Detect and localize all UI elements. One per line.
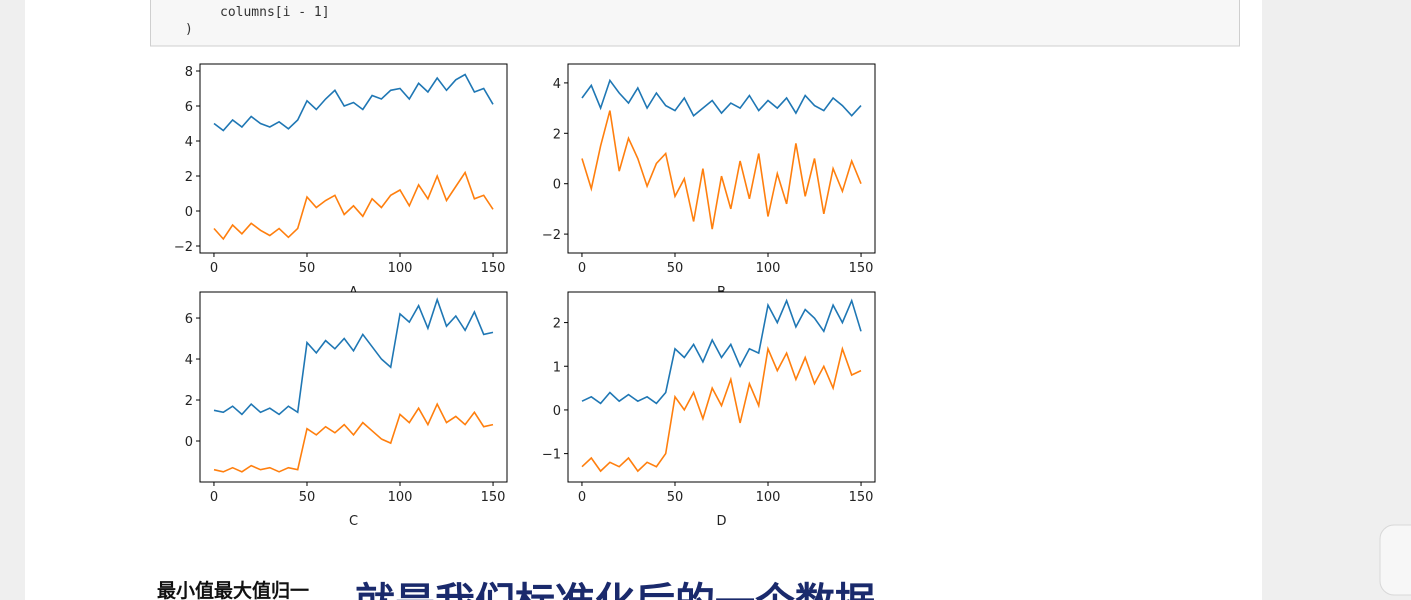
markdown-heading: 最小值最大值归一 xyxy=(157,579,309,600)
series-line xyxy=(581,298,862,405)
video-caption: 就是我们标准化后的一个数据 xyxy=(355,580,875,600)
axes-frame xyxy=(567,291,876,483)
y-tick-label: 1 xyxy=(553,360,561,375)
y-tick-label: 2 xyxy=(553,127,561,142)
x-tick-label: 50 xyxy=(299,261,316,276)
series-line xyxy=(213,170,494,241)
y-tick-label: 4 xyxy=(185,353,193,368)
x-tick-label: 150 xyxy=(481,261,506,276)
x-tick-label: 100 xyxy=(388,490,413,505)
y-tick-label: 4 xyxy=(553,77,561,92)
y-tick-label: −1 xyxy=(542,448,561,463)
series-line xyxy=(581,345,862,473)
x-tick-label: 50 xyxy=(667,261,684,276)
y-tick-label: 6 xyxy=(185,312,193,327)
x-tick-label: 0 xyxy=(210,490,218,505)
x-tick-label: 100 xyxy=(756,261,781,276)
code-cell xyxy=(150,0,1240,47)
y-tick-label: 2 xyxy=(185,394,193,409)
axes-background xyxy=(568,64,875,253)
x-tick-label: 150 xyxy=(481,490,506,505)
x-tick-label: 150 xyxy=(849,490,874,505)
x-tick-label: 100 xyxy=(756,490,781,505)
x-tick-label: 0 xyxy=(578,490,586,505)
axes-background xyxy=(200,64,507,253)
axes-frame xyxy=(199,63,508,254)
y-tick-label: 0 xyxy=(553,404,561,419)
code-line: ) xyxy=(185,22,193,37)
y-tick-label: 2 xyxy=(553,317,561,332)
x-tick-label: 50 xyxy=(299,490,316,505)
y-tick-label: −2 xyxy=(174,240,193,255)
series-line xyxy=(581,78,862,117)
axes-frame xyxy=(567,63,876,254)
y-tick-label: 4 xyxy=(185,135,193,150)
y-tick-label: 8 xyxy=(185,65,193,80)
x-axis-label: D xyxy=(716,514,726,529)
x-tick-label: 150 xyxy=(849,261,874,276)
x-tick-label: 0 xyxy=(578,261,586,276)
y-tick-label: 0 xyxy=(553,178,561,193)
y-tick-label: 2 xyxy=(185,170,193,185)
series-line xyxy=(213,402,494,473)
axes-background xyxy=(568,292,875,482)
code-line: columns[i - 1] xyxy=(220,5,330,20)
axes-background xyxy=(200,292,507,482)
x-tick-label: 0 xyxy=(210,261,218,276)
x-tick-label: 50 xyxy=(667,490,684,505)
series-line xyxy=(213,297,494,416)
series-line xyxy=(213,73,494,132)
y-tick-label: 0 xyxy=(185,205,193,220)
x-tick-label: 100 xyxy=(388,261,413,276)
axes-frame xyxy=(199,291,508,483)
side-widget[interactable] xyxy=(1379,524,1411,596)
figure: 050100150−202468A050100150−2024B05010015… xyxy=(174,63,876,529)
y-tick-label: −2 xyxy=(542,228,561,243)
y-tick-label: 6 xyxy=(185,100,193,115)
y-tick-label: 0 xyxy=(185,435,193,450)
x-axis-label: C xyxy=(349,514,358,529)
series-line xyxy=(581,110,862,230)
